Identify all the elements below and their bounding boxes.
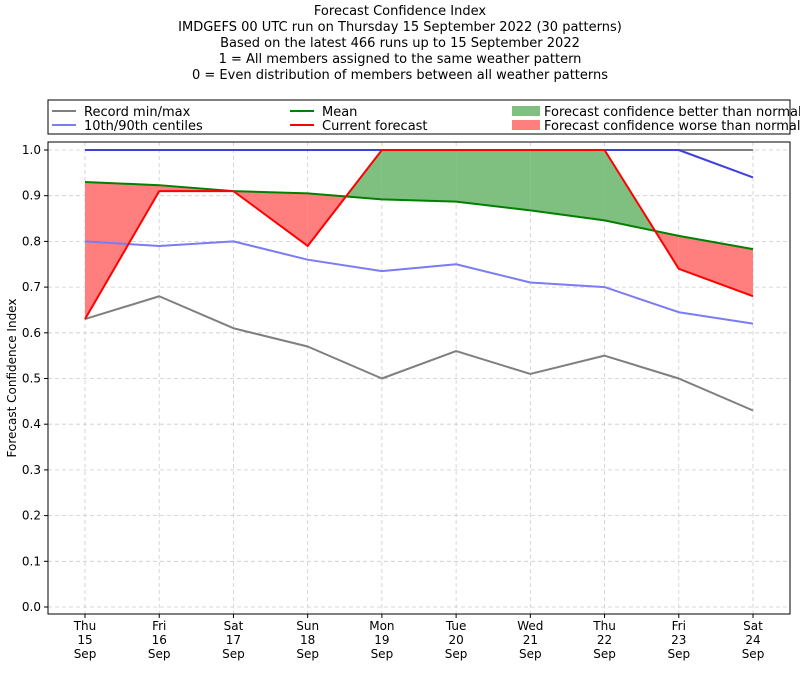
fill-areas <box>85 150 753 320</box>
x-tick-label: Fri <box>672 619 686 633</box>
y-tick-label: 0.8 <box>22 234 41 248</box>
series-mean <box>84 180 754 251</box>
title-line: 1 = All members assigned to the same wea… <box>218 52 582 67</box>
title-line: Based on the latest 466 runs up to 15 Se… <box>220 36 580 51</box>
legend-label: 10th/90th centiles <box>84 119 203 134</box>
x-tick-label: Sat <box>224 619 244 633</box>
x-tick-label: Sep <box>519 647 542 661</box>
series-forecast <box>84 149 754 320</box>
x-tick-label: 19 <box>374 633 389 647</box>
x-tick-label: Sep <box>222 647 245 661</box>
y-tick-label: 0.2 <box>22 509 41 523</box>
series-record-min <box>84 295 754 412</box>
title-line: 0 = Even distribution of members between… <box>191 68 609 83</box>
x-tick-label: Sep <box>296 647 319 661</box>
x-tick-label: Mon <box>369 619 394 633</box>
x-tick-label: Sep <box>148 647 171 661</box>
better-fill <box>456 150 531 211</box>
better-fill <box>381 150 457 202</box>
title-line: Forecast Confidence Index <box>313 4 487 19</box>
x-tick-label: Sat <box>743 619 763 633</box>
x-tick-label: Sep <box>445 647 468 661</box>
x-tick-label: 23 <box>671 633 686 647</box>
y-tick-label: 0.7 <box>22 280 41 294</box>
worse-fill <box>85 181 160 320</box>
x-tick-label: Thu <box>592 619 616 633</box>
x-tick-label: 21 <box>523 633 538 647</box>
y-axis-label: Forecast Confidence Index <box>5 299 19 458</box>
legend-swatch-patch <box>512 106 540 116</box>
x-tick-label: Sep <box>74 647 97 661</box>
series-p10 <box>84 240 754 325</box>
better-fill <box>530 150 605 221</box>
x-tick-label: Fri <box>152 619 166 633</box>
x-tick-label: Sep <box>667 647 690 661</box>
x-tick-label: Wed <box>517 619 543 633</box>
chart-title: Forecast Confidence Index IMDGEFS 00 UTC… <box>0 4 800 84</box>
x-tick-label: 16 <box>152 633 167 647</box>
legend-label: Forecast confidence worse than normal <box>544 119 800 134</box>
x-tick-label: Sep <box>371 647 394 661</box>
legend-box <box>47 99 791 135</box>
y-tick-label: 0.0 <box>22 600 41 614</box>
y-tick-label: 0.4 <box>22 417 41 431</box>
legend-label: Current forecast <box>322 119 428 134</box>
x-tick-label: 17 <box>226 633 241 647</box>
y-tick-label: 0.1 <box>22 554 41 568</box>
x-tick-label: Sun <box>296 619 319 633</box>
x-tick-label: 24 <box>745 633 760 647</box>
worse-fill <box>678 235 753 297</box>
x-tick-label: 18 <box>300 633 315 647</box>
x-axis: Thu15SepFri16SepSat17SepSun18SepMon19Sep… <box>73 614 765 661</box>
x-tick-label: Sep <box>742 647 765 661</box>
x-tick-label: Sep <box>593 647 616 661</box>
y-axis: 0.0 0.1 0.2 0.3 0.4 0.5 0.6 0.7 0.8 0.9 1.0 <box>22 143 48 614</box>
x-tick-label: Tue <box>445 619 467 633</box>
x-tick-label: 20 <box>448 633 463 647</box>
x-tick-label: 22 <box>597 633 612 647</box>
x-tick-label: 15 <box>77 633 92 647</box>
y-tick-label: 0.6 <box>22 326 41 340</box>
series-lines <box>84 149 754 412</box>
x-tick-label: Thu <box>73 619 97 633</box>
y-tick-label: 0.5 <box>22 372 41 386</box>
y-tick-label: 1.0 <box>22 143 41 157</box>
legend-label: Mean <box>322 105 357 120</box>
legend-label: Record min/max <box>84 105 191 120</box>
title-line: IMDGEFS 00 UTC run on Thursday 15 Septem… <box>178 20 622 35</box>
y-tick-label: 0.3 <box>22 463 41 477</box>
y-tick-label: 0.9 <box>22 189 41 203</box>
legend-swatch-patch <box>512 120 540 130</box>
legend-label: Forecast confidence better than normal <box>544 105 800 120</box>
